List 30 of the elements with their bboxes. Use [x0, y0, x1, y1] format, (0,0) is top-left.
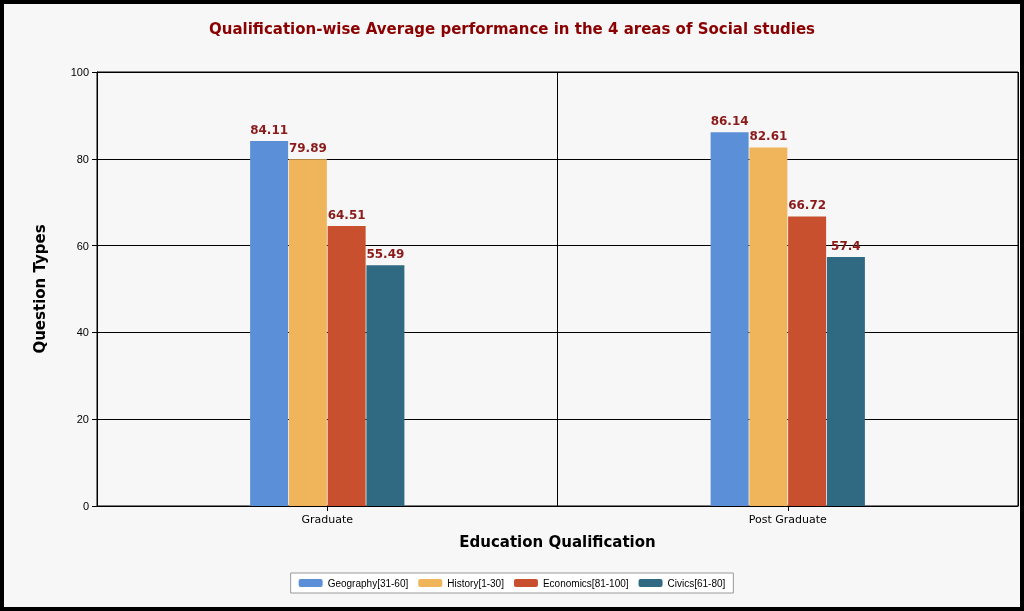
y-tick-label: 20	[76, 413, 89, 426]
legend-label: Geography[31-60]	[327, 577, 409, 589]
bar	[710, 132, 749, 506]
legend-label: Civics[61-80]	[667, 577, 726, 589]
y-tick-label: 100	[70, 66, 89, 78]
y-tick-label: 80	[76, 152, 89, 165]
legend-label: History[1-30]	[447, 577, 505, 589]
data-label: 55.49	[366, 247, 405, 262]
bar	[366, 265, 405, 506]
data-label: 86.14	[710, 114, 749, 129]
y-tick-label: 0	[82, 500, 89, 512]
bar	[749, 147, 788, 506]
data-label: 64.51	[327, 208, 366, 223]
chart-title: Qualification-wise Average performance in the 4 areas of Social studies	[208, 19, 816, 38]
bar	[250, 140, 289, 506]
data-label: 84.11	[250, 122, 289, 137]
x-tick-label: Post Graduate	[748, 513, 828, 526]
data-label: 66.72	[788, 198, 827, 213]
data-label: 79.89	[288, 141, 327, 156]
bar	[788, 216, 827, 506]
y-axis-title: Question Types	[30, 224, 49, 354]
bar	[288, 159, 327, 506]
y-tick-label: 60	[76, 239, 89, 252]
bar	[826, 256, 865, 506]
bar	[327, 226, 366, 506]
legend-label: Economics[81-100]	[542, 577, 629, 589]
x-tick-label: Graduate	[301, 513, 354, 526]
x-axis-title: Education Qualification	[459, 532, 656, 551]
data-label: 82.61	[749, 129, 788, 144]
y-tick-label: 40	[76, 326, 89, 339]
